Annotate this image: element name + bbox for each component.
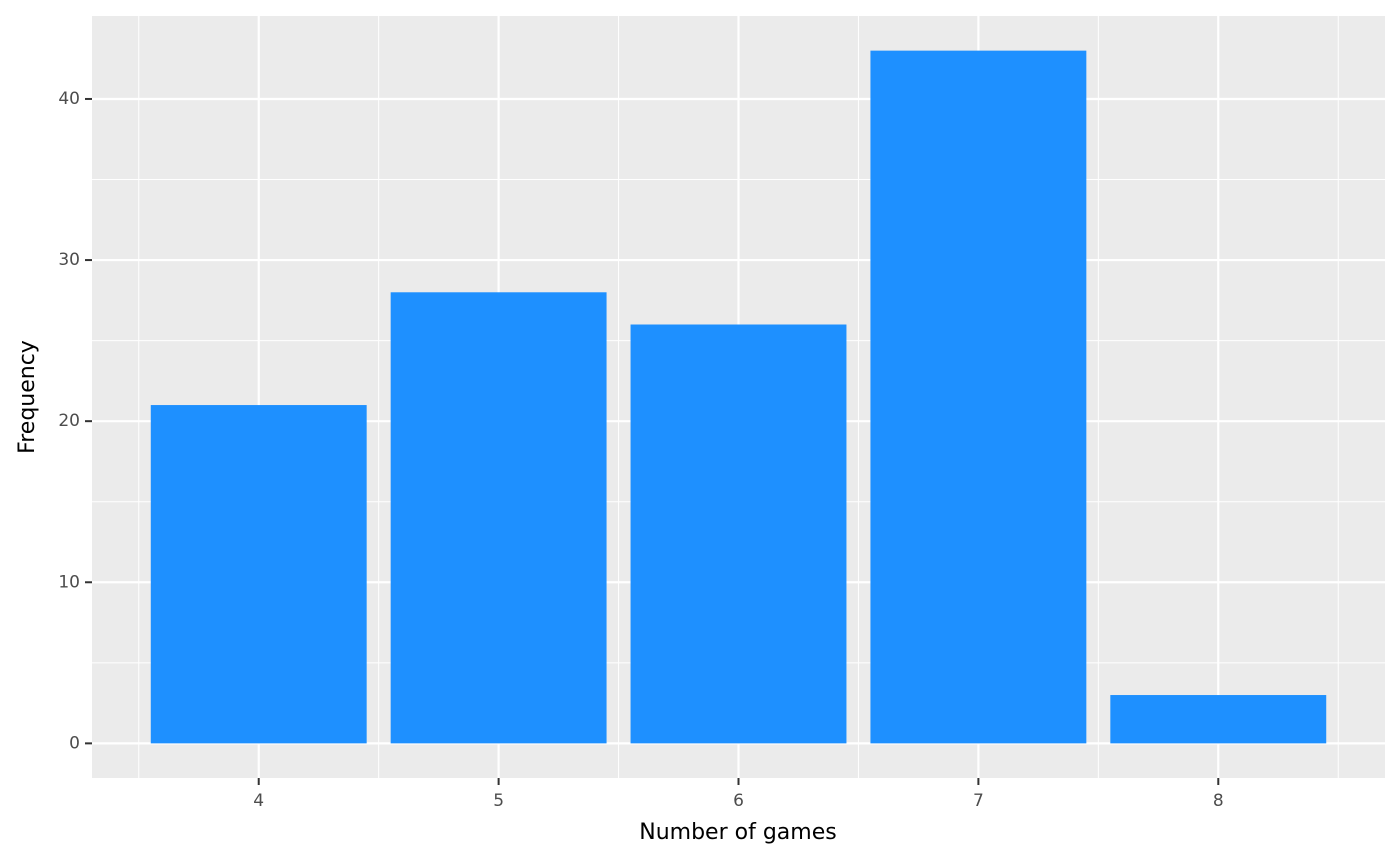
x-tick-label: 8 [1213,791,1224,811]
y-tick-label: 20 [58,411,80,431]
bar [630,324,847,744]
bar [870,50,1087,744]
x-tick-label: 4 [253,791,264,811]
bar [1110,695,1327,744]
x-tick-label: 6 [733,791,744,811]
x-tick-label: 7 [973,791,984,811]
x-tick-label: 5 [493,791,504,811]
y-tick-label: 0 [69,733,80,753]
y-tick-label: 40 [58,89,80,109]
marks [150,50,1327,744]
y-tick-label: 30 [58,250,80,270]
y-tick-label: 10 [58,572,80,592]
bar [150,405,367,744]
x-axis-title: Number of games [639,820,836,845]
y-axis-title: Frequency [15,340,40,454]
bar [390,292,607,744]
